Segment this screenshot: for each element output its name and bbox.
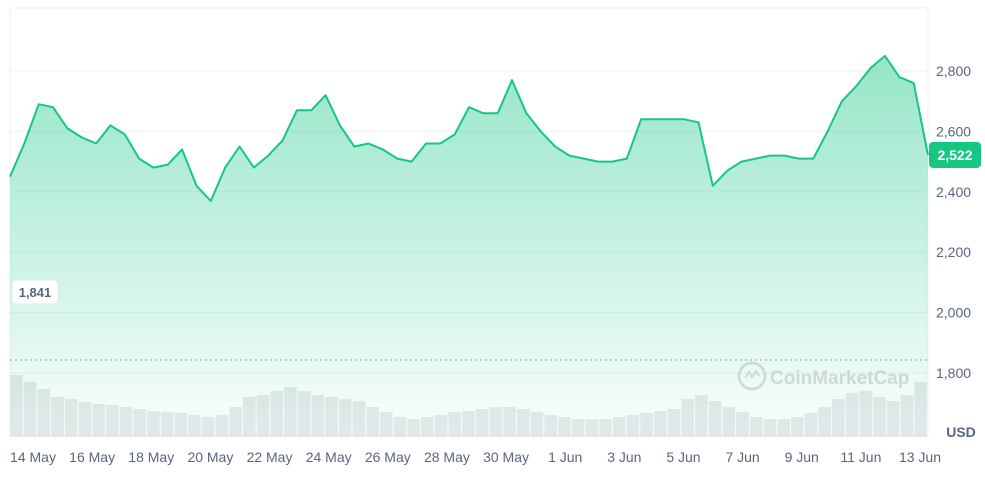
y-tick-label: 1,800 (936, 365, 971, 381)
baseline-label-text: 1,841 (19, 285, 52, 300)
x-tick-label: 7 Jun (725, 449, 759, 465)
y-tick-label: 2,400 (936, 184, 971, 200)
price-area-fill (10, 55, 928, 438)
x-tick-label: 5 Jun (666, 449, 700, 465)
watermark: CoinMarketCap (737, 361, 909, 391)
y-tick-label: 2,600 (936, 123, 971, 139)
y-tick-label: 2,200 (936, 244, 971, 260)
y-tick-label: 2,000 (936, 305, 971, 321)
baseline-label-box (11, 279, 59, 305)
price-line (9, 54, 929, 202)
y-axis-ticks: 1,800 2,000 2,200 2,400 2,600 2,800 (936, 63, 971, 381)
y-tick-label: 2,800 (936, 63, 971, 79)
x-tick-label: 16 May (69, 449, 115, 465)
currency-label: USD (946, 424, 976, 440)
x-tick-label: 1 Jun (548, 449, 582, 465)
current-price-text: 2,522 (937, 147, 972, 163)
watermark-text: CoinMarketCap (770, 368, 909, 389)
x-tick-label: 9 Jun (785, 449, 819, 465)
current-price-badge (929, 141, 981, 168)
x-tick-label: 3 Jun (607, 449, 641, 465)
x-tick-label: 14 May (10, 449, 56, 465)
x-tick-label: 30 May (483, 449, 529, 465)
x-tick-label: 26 May (365, 449, 411, 465)
x-axis-ticks: 14 May 16 May 18 May 20 May 22 May 24 May 26 M… (10, 449, 941, 465)
baseline-label: 1,841 (11, 279, 59, 305)
x-tick-label: 24 May (306, 449, 352, 465)
logo-mark-icon (744, 369, 760, 379)
x-tick-label: 13 Jun (899, 449, 941, 465)
x-tick-label: 18 May (128, 449, 174, 465)
x-tick-label: 20 May (187, 449, 233, 465)
x-tick-label: 22 May (247, 449, 293, 465)
coinmarketcap-logo-icon (737, 361, 767, 391)
x-tick-label: 28 May (424, 449, 470, 465)
x-tick-label: 11 Jun (840, 449, 881, 465)
current-price-tag: 2,522 (929, 141, 981, 168)
